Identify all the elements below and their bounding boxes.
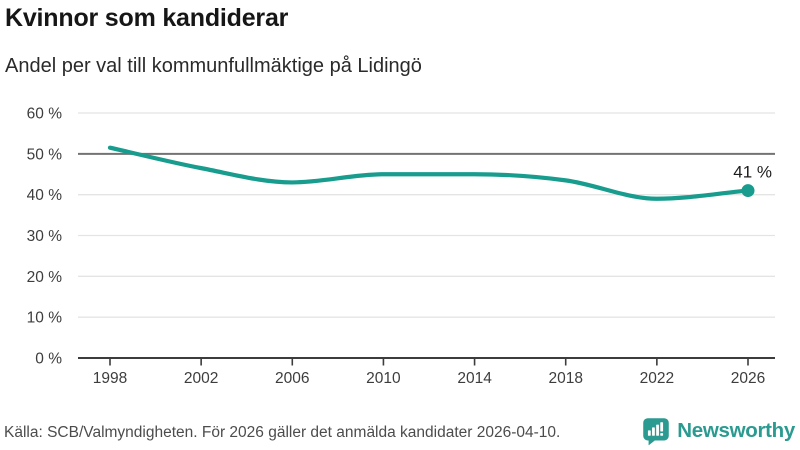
y-tick-label: 20 % xyxy=(27,269,63,286)
logo-bar-tall xyxy=(656,424,660,436)
y-tick-label: 0 % xyxy=(35,351,62,368)
newsworthy-logo-icon xyxy=(643,418,670,445)
y-tick-label: 50 % xyxy=(27,146,63,163)
brand-name: Newsworthy xyxy=(677,419,795,442)
x-tick-label: 1998 xyxy=(93,370,127,387)
logo-exclamation-dot xyxy=(660,433,664,436)
trend-line xyxy=(107,145,751,201)
y-tick-label: 30 % xyxy=(27,228,63,245)
logo-bar-medium xyxy=(652,427,656,436)
chart-title: Kvinnor som kandiderar xyxy=(5,4,289,32)
x-tick-label: 2014 xyxy=(457,370,492,387)
end-point-dot xyxy=(741,184,755,198)
logo-exclamation-bar xyxy=(660,422,664,432)
source-text: Källa: SCB/Valmyndigheten. För 2026 gäll… xyxy=(4,424,561,441)
logo-bar-small xyxy=(648,430,651,436)
end-point-label: 41 % xyxy=(733,163,772,182)
x-tick-label: 2018 xyxy=(548,370,582,387)
chart-subtitle: Andel per val till kommunfullmäktige på … xyxy=(5,55,422,77)
y-tick-label: 60 % xyxy=(27,106,63,123)
x-tick-label: 2010 xyxy=(366,370,401,387)
x-tick-label: 2002 xyxy=(184,370,218,387)
brand-lockup: Newsworthy xyxy=(642,417,795,445)
y-tick-label: 10 % xyxy=(27,310,63,327)
x-tick-label: 2026 xyxy=(731,370,765,387)
x-tick-label: 2022 xyxy=(640,370,674,387)
x-tick-label: 2006 xyxy=(275,370,309,387)
line-chart-svg: 0 % 10 % 20 % 30 % 40 % 50 % 60 % 1998 2002 2006 2… xyxy=(27,106,775,387)
footer: Källa: SCB/Valmyndigheten. För 2026 gäll… xyxy=(0,412,800,450)
y-tick-label: 40 % xyxy=(27,187,63,204)
